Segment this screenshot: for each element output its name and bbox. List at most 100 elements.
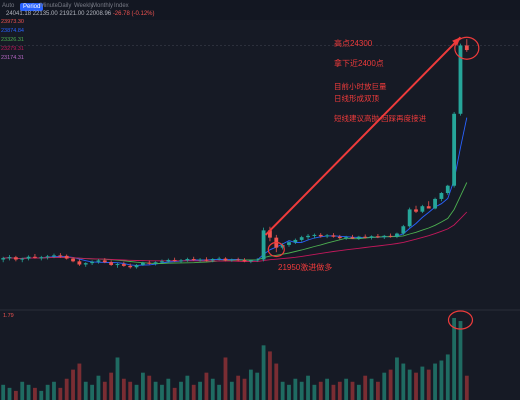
tab-monthly[interactable]: Monthly bbox=[92, 3, 114, 9]
volume-bar bbox=[350, 381, 355, 400]
volume-bar bbox=[166, 378, 171, 400]
volume-bar bbox=[255, 372, 260, 400]
tab-weekly[interactable]: Weekly bbox=[74, 3, 94, 9]
ma-price-labels: 23973.30 23874.84 23326.31 23279.31 2317… bbox=[0, 18, 24, 63]
volume-bar bbox=[96, 375, 101, 400]
trend-arrow-head bbox=[452, 37, 461, 46]
candle-body bbox=[464, 45, 469, 51]
candle-body bbox=[344, 237, 349, 239]
volume-bar bbox=[236, 375, 241, 400]
candle-body bbox=[280, 244, 285, 248]
tab-period[interactable]: Period bbox=[20, 3, 44, 11]
candle-body bbox=[52, 255, 56, 257]
tab-index[interactable]: Index bbox=[114, 3, 129, 9]
volume-bar bbox=[223, 357, 228, 400]
annotation-advice: 短线建议高抛 回踩再度接进 bbox=[334, 114, 427, 123]
candle-body bbox=[293, 239, 298, 243]
tab-daily[interactable]: Daily bbox=[58, 3, 72, 9]
volume-bar bbox=[160, 384, 164, 400]
candle-body bbox=[395, 233, 399, 237]
volume-bar bbox=[388, 369, 393, 400]
ma-slow-line bbox=[3, 211, 468, 263]
volume-bar bbox=[382, 372, 387, 400]
candle-body bbox=[299, 237, 304, 240]
volume-bar bbox=[268, 351, 272, 400]
volume-bar bbox=[217, 384, 222, 400]
candle-body bbox=[121, 264, 126, 266]
candle-body bbox=[185, 259, 190, 261]
ohlc-readout: 24041.18 22135.00 21921.00 22008.96 -26.… bbox=[6, 11, 155, 17]
volume-bar bbox=[191, 384, 196, 400]
candle-body bbox=[64, 255, 69, 259]
volume-bar bbox=[293, 378, 298, 400]
candle-body bbox=[242, 259, 247, 262]
volume-bar bbox=[356, 384, 361, 400]
volume-bar bbox=[128, 381, 133, 400]
candle-body bbox=[248, 260, 253, 262]
price-label: 23874.84 bbox=[1, 28, 24, 34]
candle-body bbox=[153, 262, 158, 264]
candle-body bbox=[382, 235, 387, 238]
volume-bar bbox=[248, 369, 253, 400]
candle-body bbox=[369, 236, 374, 238]
volume-bar bbox=[312, 384, 317, 400]
candle-body bbox=[388, 235, 393, 237]
candle-body bbox=[58, 255, 63, 257]
toolbar: Auto Period Minute Daily Weekly Monthly … bbox=[0, 0, 520, 20]
volume-bar bbox=[261, 345, 266, 400]
volume-bar bbox=[153, 381, 158, 400]
volume-bar bbox=[121, 378, 126, 400]
candle-body bbox=[83, 263, 88, 265]
tab-auto[interactable]: Auto bbox=[2, 3, 15, 9]
volume-bar bbox=[33, 387, 37, 400]
volume-bar bbox=[134, 384, 139, 400]
volume-bar bbox=[109, 372, 114, 400]
candle-body bbox=[160, 261, 164, 263]
volume-bar bbox=[363, 375, 368, 400]
candle-body bbox=[318, 234, 323, 237]
price-label: 23326.31 bbox=[1, 37, 24, 43]
candle-body bbox=[210, 259, 215, 261]
volume-bar bbox=[13, 390, 18, 400]
volume-bar bbox=[229, 381, 234, 400]
candle-body bbox=[312, 234, 317, 236]
ma-mid-line bbox=[3, 182, 468, 264]
candle-body bbox=[77, 261, 82, 265]
candle-body bbox=[198, 259, 202, 261]
candle-body bbox=[356, 236, 361, 239]
candle-body bbox=[458, 45, 463, 114]
candle-body bbox=[172, 259, 177, 261]
candle-body bbox=[433, 198, 437, 209]
volume-bar bbox=[147, 375, 152, 400]
volume-bar bbox=[452, 318, 457, 400]
volume-bar bbox=[172, 387, 177, 400]
candle-body bbox=[376, 236, 380, 238]
candle-body bbox=[261, 230, 266, 260]
tab-minute[interactable]: Minute bbox=[40, 3, 59, 9]
candle-body bbox=[33, 256, 37, 258]
volume-bar bbox=[464, 375, 469, 400]
candle-body bbox=[337, 236, 342, 239]
volume-bar bbox=[445, 354, 450, 400]
volume-bar bbox=[179, 381, 183, 400]
annotation-entry: 21950激进做多 bbox=[278, 263, 333, 272]
volume-bar bbox=[458, 321, 463, 400]
volume-bar bbox=[401, 363, 406, 400]
candle-body bbox=[306, 235, 310, 238]
candle-body bbox=[90, 261, 94, 264]
ohlc-change: -26.78 (-0.12%) bbox=[112, 11, 155, 17]
volume-bar bbox=[1, 384, 6, 400]
volume-bar bbox=[420, 366, 425, 400]
candle-body bbox=[39, 257, 44, 259]
trend-arrow-line bbox=[264, 36, 462, 236]
volume-bar bbox=[274, 363, 279, 400]
volume-bar bbox=[287, 384, 291, 400]
candle-body bbox=[7, 257, 12, 259]
volume-bar bbox=[7, 387, 12, 400]
candle-body bbox=[26, 256, 31, 259]
candle-body bbox=[13, 257, 18, 260]
volume-bar bbox=[299, 381, 304, 400]
volume-bar bbox=[331, 384, 336, 400]
annotation-double-top: 日线形成双顶 bbox=[334, 94, 379, 103]
